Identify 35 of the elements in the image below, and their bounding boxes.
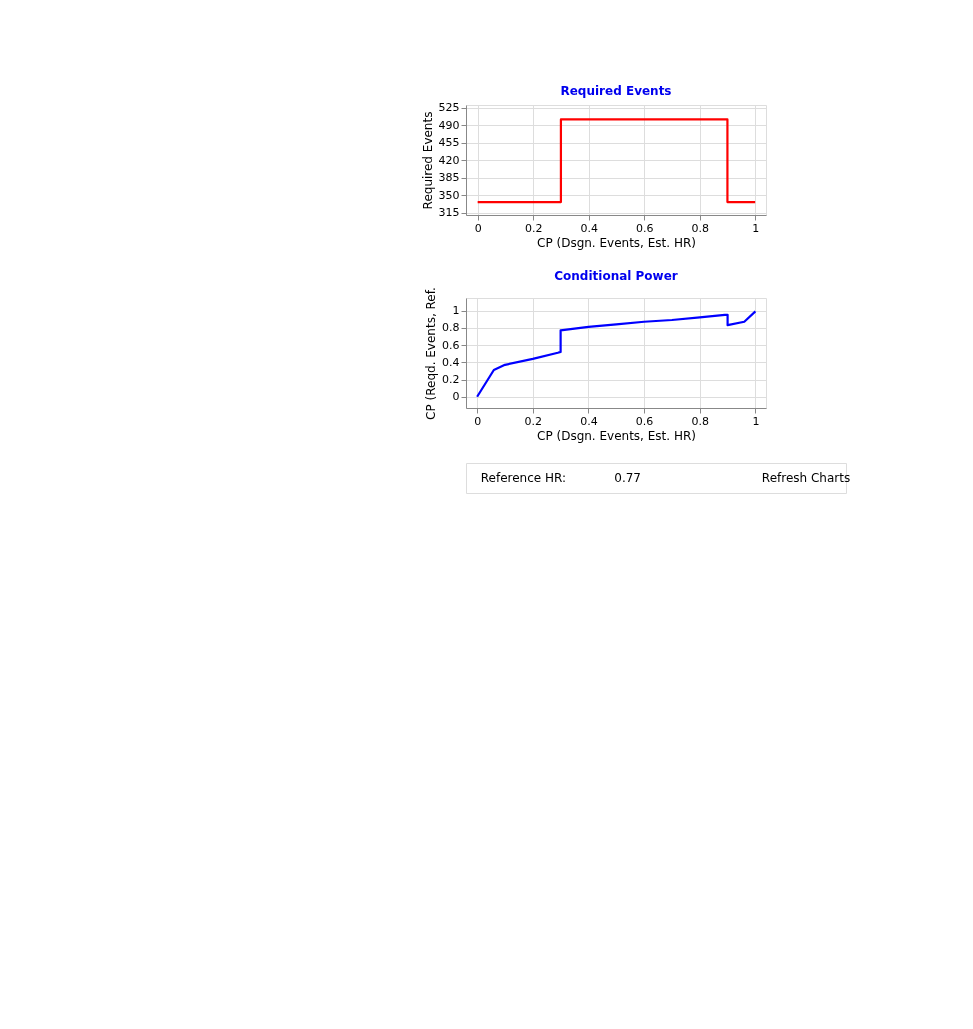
x-tick-label: 0.4 [580,221,598,235]
y-tick-label: 0.2 [442,373,460,387]
y-tick-label: 420 [438,153,460,167]
x-tick-label: 0 [474,221,482,235]
line-series [476,310,757,398]
x-tick-label: 1 [752,414,760,428]
y-tick-label: 455 [438,136,460,150]
x-axis-title: CP (Dsgn. Events, Est. HR) [537,428,696,443]
x-tick-label: 0.4 [580,414,598,428]
y-axis-title: CP (Reqd. Events, Ref. [424,287,439,420]
chart-title: Required Events [560,83,672,98]
y-tick-label: 490 [438,118,460,132]
y-tick-label: 0 [452,390,460,404]
x-tick-label: 0.6 [635,221,654,235]
text: Refresh Charts [761,471,851,485]
text: 0.77 [614,471,641,485]
y-tick-label: 0.6 [442,338,460,352]
y-tick-label: 525 [438,101,460,115]
x-tick-label: 0.6 [635,414,654,428]
x-tick-label: 0.2 [524,414,543,428]
text: Reference HR: [480,471,566,485]
y-tick-label: 315 [438,206,460,220]
x-tick-label: 0.8 [691,221,709,235]
x-tick-label: 1 [752,221,760,235]
x-axis-title: CP (Dsgn. Events, Est. HR) [537,235,696,250]
y-tick-label: 350 [438,188,460,202]
x-tick-label: 0.2 [524,221,543,235]
y-tick-label: 1 [452,304,460,318]
y-tick-label: 385 [438,171,460,185]
x-tick-label: 0.8 [691,414,710,428]
x-tick-label: 0 [474,414,482,428]
y-tick-label: 0.8 [442,321,460,335]
chart-title: Conditional Power [554,268,678,283]
y-axis-title: Required Events [420,111,435,210]
y-tick-label: 0.4 [442,355,460,369]
